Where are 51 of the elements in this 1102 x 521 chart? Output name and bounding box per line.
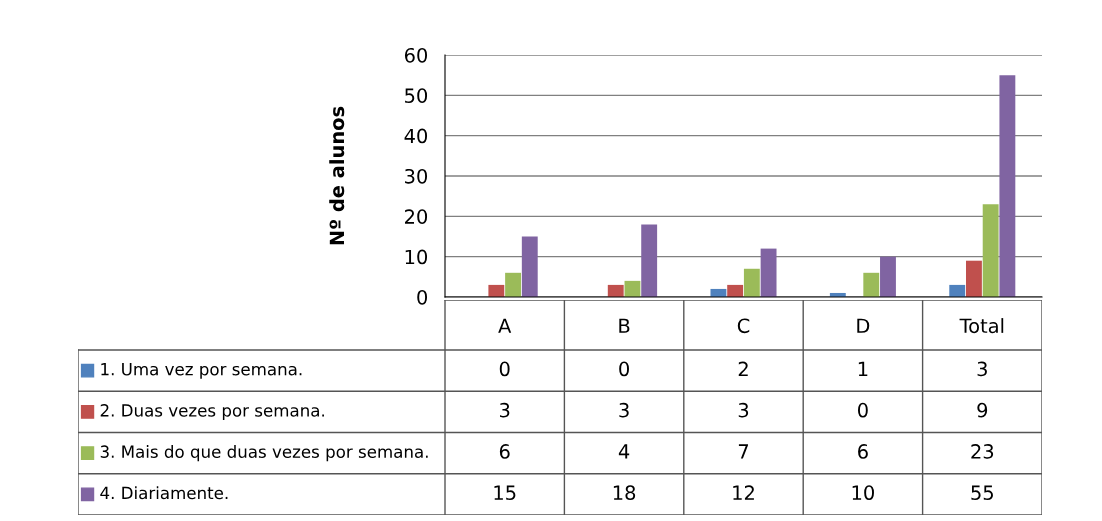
data-label: 55 [971, 485, 993, 501]
data-label: 3 [619, 402, 629, 418]
data-label: 4 [618, 444, 630, 459]
bar [880, 256, 896, 297]
data-label: 12 [733, 485, 754, 500]
y-axis-title: Nº de alunos [329, 106, 345, 245]
x-tick-label: B [619, 318, 630, 333]
y-tick-label: 10 [405, 249, 428, 265]
data-label: 23 [971, 444, 994, 459]
y-tick-label: 60 [404, 47, 428, 63]
data-label: 3 [977, 361, 987, 377]
bar [505, 272, 521, 297]
data-label: 2 [738, 361, 748, 376]
bar [743, 268, 760, 297]
data-label: 3 [500, 402, 510, 418]
x-tick-label: Total [959, 318, 1004, 334]
bar [727, 284, 744, 297]
data-label: 18 [613, 485, 636, 501]
bar [488, 284, 505, 297]
y-tick-label: 0 [417, 289, 428, 305]
x-tick-label: D [857, 318, 870, 333]
data-label: 0 [499, 361, 510, 377]
data-label: 10 [852, 485, 874, 501]
bar [966, 260, 982, 297]
data-label: 15 [494, 485, 516, 501]
legend-label: 3. Mais do que duas vezes por semana. [100, 445, 428, 462]
legend-label: 1. Uma vez por semana. [101, 363, 302, 379]
bar [999, 75, 1016, 297]
bar [760, 248, 777, 297]
data-label: 0 [858, 402, 868, 418]
data-label: 7 [738, 444, 749, 459]
y-tick-label: 20 [405, 209, 428, 224]
y-tick-label: 40 [404, 128, 428, 144]
data-label: 3 [738, 402, 749, 418]
x-tick-label: C [737, 318, 750, 334]
bar [607, 284, 624, 297]
legend-label: 2. Duas vezes por semana. [100, 404, 324, 420]
x-tick-label: A [498, 318, 512, 333]
bar [949, 284, 966, 297]
y-tick-label: 50 [405, 88, 428, 103]
legend-label: 4. Diariamente. [100, 486, 228, 500]
y-tick-label: 30 [405, 168, 428, 184]
bar [863, 272, 880, 297]
bar [982, 204, 999, 297]
data-label: 0 [619, 361, 629, 377]
data-label: 6 [858, 444, 868, 459]
data-label: 6 [499, 444, 510, 459]
bar [521, 236, 538, 297]
data-label: 9 [977, 402, 988, 418]
bar [641, 224, 658, 297]
data-label: 1 [858, 361, 868, 376]
